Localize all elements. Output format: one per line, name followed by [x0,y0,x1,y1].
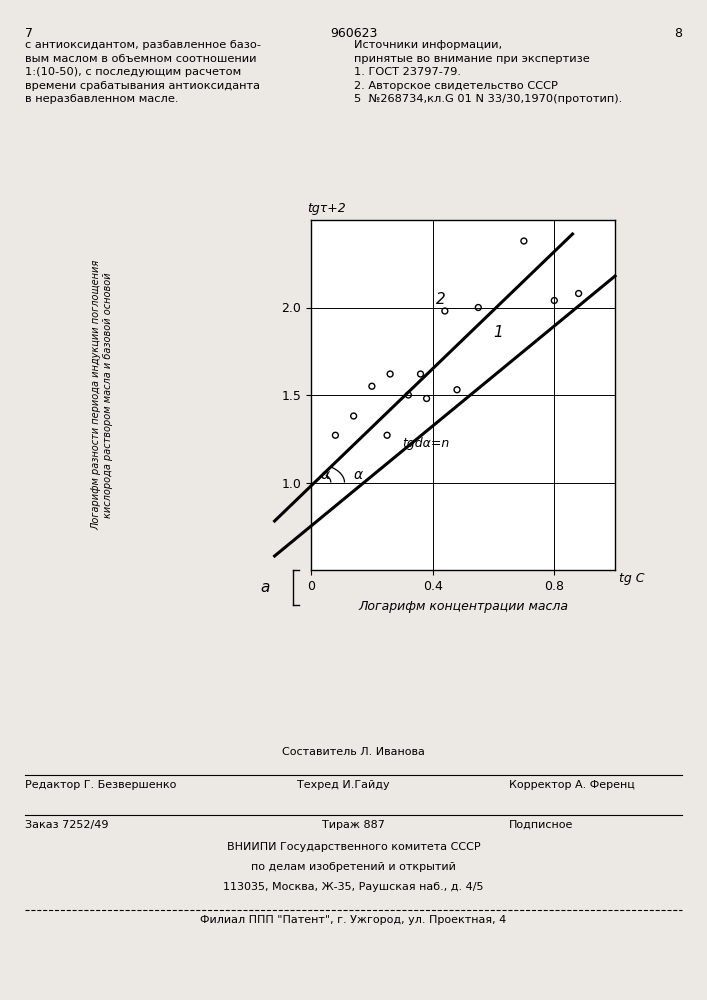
Point [421,390,432,406]
Text: Заказ 7252/49: Заказ 7252/49 [25,820,108,830]
Text: 2: 2 [436,292,445,307]
X-axis label: Логарифм концентрации масла: Логарифм концентрации масла [358,600,568,613]
Point [573,286,584,302]
Text: tgτ+2: tgτ+2 [308,202,346,215]
Text: 113035, Москва, Ж-35, Раушская наб., д. 4/5: 113035, Москва, Ж-35, Раушская наб., д. … [223,882,484,892]
Point [549,292,560,308]
Text: 960623: 960623 [329,27,378,40]
Text: Техред И.Гайду: Техред И.Гайду [297,780,390,790]
Point [472,300,484,316]
Point [451,382,462,398]
Text: 8: 8 [674,27,682,40]
Text: tg C: tg C [619,572,644,585]
Point [415,366,426,382]
Text: Подписное: Подписное [509,820,573,830]
Point [348,408,359,424]
Text: Корректор А. Ференц: Корректор А. Ференц [509,780,635,790]
Text: 1: 1 [493,325,503,340]
Point [439,303,450,319]
Point [366,378,378,394]
Text: Источники информации,
принятые во внимание при экспертизе
1. ГОСТ 23797-79.
2. А: Источники информации, принятые во вниман… [354,40,621,104]
Point [382,427,393,443]
Text: ВНИИПИ Государственного комитета СССР: ВНИИПИ Государственного комитета СССР [227,842,480,852]
Text: α: α [354,468,363,482]
Point [329,427,341,443]
Point [518,233,530,249]
Text: Филиал ППП "Патент", г. Ужгород, ул. Проектная, 4: Филиал ППП "Патент", г. Ужгород, ул. Про… [200,915,507,925]
Text: α: α [320,468,329,482]
Text: Редактор Г. Безвершенко: Редактор Г. Безвершенко [25,780,176,790]
Text: tgdα=n: tgdα=n [402,438,450,450]
Text: по делам изобретений и открытий: по делам изобретений и открытий [251,862,456,872]
Text: Составитель Л. Иванова: Составитель Л. Иванова [282,747,425,757]
Text: Логарифм разности периода индукции поглощения
кислорода раствором масла и базово: Логарифм разности периода индукции погло… [92,260,113,530]
Text: с антиоксидантом, разбавленное базо-
вым маслом в объемном соотношении
1:(10-50): с антиоксидантом, разбавленное базо- вым… [25,40,261,104]
Point [403,387,414,403]
Point [385,366,396,382]
Text: Тираж 887: Тираж 887 [322,820,385,830]
Text: 7: 7 [25,27,33,40]
Text: a: a [260,580,270,595]
